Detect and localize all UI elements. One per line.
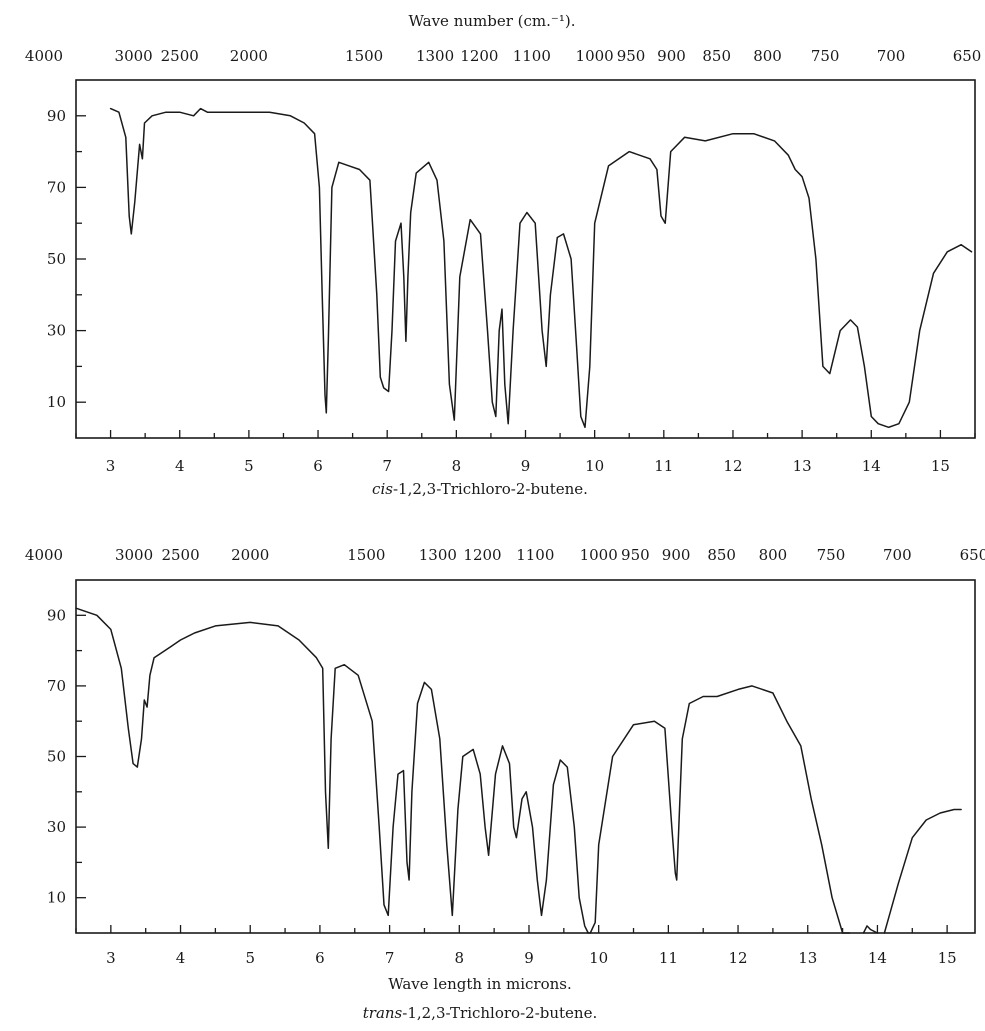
x-tick-label: 13 [798,949,817,967]
wavenumber-tick-label: 1200 [463,546,501,564]
x-tick-label: 11 [654,457,673,475]
y-tick-label: 10 [47,889,66,907]
x-axis-label: Wave length in microns. [388,975,572,993]
wavenumber-tick-label: 800 [759,546,788,564]
x-tick-label: 14 [868,949,887,967]
spectrum-line-segment [862,925,879,934]
x-tick-label: 10 [585,457,604,475]
chart-caption: trans-1,2,3-Trichloro-2-butene. [363,1004,598,1022]
x-tick-label: 13 [793,457,812,475]
x-tick-label: 3 [106,949,116,967]
spectrum-line-segment [883,808,962,934]
wavenumber-tick-label: 1100 [516,546,554,564]
x-tick-label: 11 [659,949,678,967]
wavenumber-tick-label: 2500 [161,47,199,65]
wavenumber-tick-label: 1300 [416,47,454,65]
y-tick-label: 30 [47,322,66,340]
wavenumber-tick-label: 700 [883,546,912,564]
chart-trans: 4000 3000 2500 2000 1500 1300 1200 1100 1000 950 9… [25,546,985,1022]
wavenumber-tick-label: 850 [702,47,731,65]
spectrum-line [75,607,851,934]
x-axis-ticks: 3 4 5 6 7 8 9 10 11 12 13 14 15 [75,925,957,967]
wavenumber-tick-label: 2500 [161,546,199,564]
y-tick-label: 90 [47,606,66,624]
spectrum-series [109,107,973,429]
y-axis-ticks: 10 30 50 70 90 [47,606,86,907]
wavenumber-tick-label: 4000 [25,546,63,564]
x-tick-label: 12 [723,457,742,475]
wavenumber-tick-label: 1000 [576,47,614,65]
x-tick-label: 12 [729,949,748,967]
wavenumber-tick-label: 750 [811,47,840,65]
chart-caption: cis-1,2,3-Trichloro-2-butene. [372,480,588,498]
y-axis-ticks: 10 30 50 70 90 [47,107,86,411]
x-tick-label: 15 [931,457,950,475]
x-tick-label: 4 [176,949,186,967]
x-tick-label: 3 [106,457,116,475]
wavenumber-tick-label: 800 [753,47,782,65]
spectrum-line [109,107,973,429]
wavenumber-tick-label: 850 [707,546,736,564]
x-tick-label: 6 [313,457,323,475]
wavenumber-tick-label: 950 [617,47,646,65]
wavenumber-tick-label: 750 [817,546,846,564]
top-axis-label: Wave number (cm.⁻¹). [409,12,576,30]
x-tick-label: 9 [521,457,531,475]
wavenumber-tick-label: 1300 [419,546,457,564]
x-tick-label: 8 [455,949,465,967]
x-tick-label: 15 [938,949,957,967]
wavenumber-tick-label: 1200 [460,47,498,65]
x-tick-label: 7 [385,949,395,967]
wavenumber-tick-label: 650 [960,546,985,564]
y-tick-label: 50 [47,748,66,766]
plot-frame [75,579,976,934]
x-tick-label: 9 [524,949,534,967]
wavenumber-tick-label: 2000 [231,546,269,564]
x-axis-ticks: 3 4 5 6 7 8 9 10 11 12 13 14 15 [75,430,976,475]
wavenumber-tick-labels: 4000 3000 2500 2000 1500 1300 1200 1100 1000 950 9… [25,47,981,65]
x-tick-label: 5 [244,457,254,475]
y-tick-label: 70 [47,178,66,196]
x-tick-label: 8 [452,457,462,475]
wavenumber-tick-label: 1100 [513,47,551,65]
spectrum-series [75,607,962,934]
wavenumber-tick-label: 950 [621,546,650,564]
y-tick-label: 70 [47,677,66,695]
wavenumber-tick-label: 2000 [230,47,268,65]
x-tick-label: 5 [245,949,255,967]
y-tick-label: 10 [47,393,66,411]
x-tick-label: 6 [315,949,325,967]
y-tick-label: 30 [47,818,66,836]
wavenumber-tick-labels: 4000 3000 2500 2000 1500 1300 1200 1100 1000 950 9… [25,546,985,564]
y-tick-label: 90 [47,107,66,125]
wavenumber-tick-label: 700 [877,47,906,65]
wavenumber-tick-label: 1500 [345,47,383,65]
wavenumber-tick-label: 650 [953,47,982,65]
wavenumber-tick-label: 4000 [25,47,63,65]
x-tick-label: 7 [382,457,392,475]
x-tick-label: 4 [175,457,185,475]
wavenumber-tick-label: 900 [662,546,691,564]
wavenumber-tick-label: 900 [657,47,686,65]
y-tick-label: 50 [47,250,66,268]
x-tick-label: 10 [589,949,608,967]
chart-cis: 4000 3000 2500 2000 1500 1300 1200 1100 1000 950 9… [25,47,981,498]
wavenumber-tick-label: 3000 [115,47,153,65]
wavenumber-tick-label: 1000 [580,546,618,564]
wavenumber-tick-label: 1500 [347,546,385,564]
plot-frame [75,79,976,439]
wavenumber-tick-label: 3000 [115,546,153,564]
x-tick-label: 14 [862,457,881,475]
